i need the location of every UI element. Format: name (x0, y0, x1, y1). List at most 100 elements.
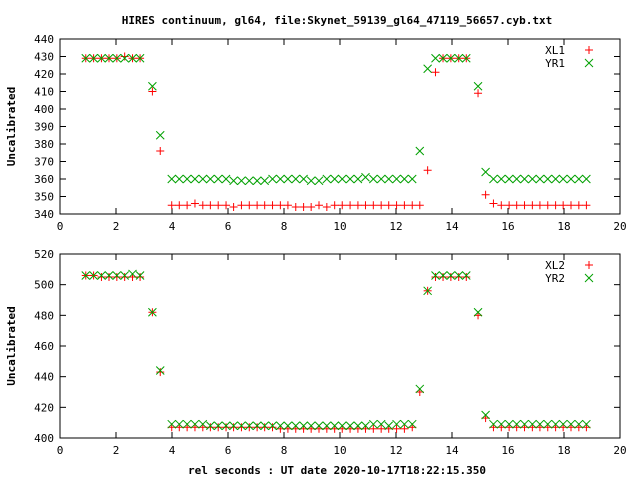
panel-1-yr2-point (400, 419, 409, 429)
panel-1-yr2-point-d2 (392, 419, 401, 429)
panel-0-yr1-point-d2 (155, 130, 165, 140)
panel-0-yr1-point (97, 53, 106, 63)
panel-1-yr2-point (104, 271, 114, 280)
panel-1-xl2-point (439, 273, 448, 281)
panel-0-xl1-point (338, 201, 347, 210)
panel-1-yr2-point-d2 (276, 421, 285, 431)
panel-0-yr1-point-d2 (423, 64, 432, 74)
panel-0-yr1-point-d2 (322, 174, 332, 184)
panel-1-xl2-point (400, 424, 409, 433)
panel-0-ytick-label: 440 (34, 33, 54, 46)
panel-1-yr2-point-d2 (446, 271, 456, 280)
panel-1-yr2-point (89, 271, 98, 280)
panel-1-yr2-point (276, 421, 285, 431)
panel-1-yr2-point-d2 (167, 419, 177, 429)
panel-1-yr2-point-d2 (361, 421, 370, 431)
panel-1-yr2-point-d2 (473, 307, 483, 317)
panel-1-yr2-point-d2 (268, 421, 277, 431)
panel-0-xtick-label: 10 (333, 220, 346, 233)
panel-0-yr1-point-d2 (190, 174, 200, 184)
panel-1-yr2-point (376, 419, 386, 429)
panel-0-xl1-point (505, 201, 514, 210)
panel-0-xl1-point (307, 203, 316, 211)
panel-1-yr2-point (368, 419, 378, 429)
panel-0-xl1-point (346, 201, 355, 210)
panel-1-yr2-point-d2 (543, 419, 553, 429)
panel-0-xl1-point (214, 201, 223, 210)
panel-0-yr1-point-d2 (353, 174, 363, 184)
panel-1-legend-marker-yr2 (584, 273, 594, 283)
panel-0-xl1-point (167, 201, 176, 210)
panel-1-series-yr2 (81, 269, 591, 431)
panel-0-series-xl1 (81, 52, 591, 211)
panel-1-yr2-point-d2 (384, 421, 394, 431)
panel-0-yr1-point (558, 174, 568, 184)
panel-0-yr1-point (174, 174, 184, 184)
panel-1-yr2-point-d2 (291, 421, 301, 431)
panel-0-yr1-point-d2 (361, 172, 370, 182)
panel-0-yr1-point-d2 (283, 174, 293, 184)
panel-0-yr1-point (423, 64, 432, 74)
panel-0-yr1-point (551, 174, 560, 184)
panel-0-yr1-point (504, 174, 514, 184)
panel-1-yr2-point-d2 (423, 286, 432, 296)
panel-0-yr1-point-d2 (558, 174, 568, 184)
panel-0-ytick-label: 400 (34, 103, 54, 116)
panel-1-xl2-point (237, 423, 246, 432)
panel-0-xl1-point (253, 201, 262, 210)
panel-0-xl1-point (423, 166, 432, 175)
panel-0-xl1-point (543, 201, 552, 210)
panel-1-xl2-point (369, 424, 378, 433)
panel-0-xl1-point (384, 201, 393, 210)
panel-0-yr1-point-d2 (368, 174, 378, 184)
panel-0-yr1-point-d2 (566, 174, 576, 184)
panel-0-xtick-label: 16 (501, 220, 514, 233)
panel-0-yr1-point-d2 (198, 174, 208, 184)
panel-0-yr1-point (299, 174, 308, 184)
panel-0-yr1-point (330, 174, 340, 184)
panel-0-xl1-point (190, 199, 199, 208)
panel-0-xl1-point (574, 201, 583, 210)
panel-1-yr2-point (489, 419, 498, 429)
panel-1-yr2-point-d2 (461, 271, 471, 280)
panel-1-yr2-point-d2 (489, 419, 498, 429)
panel-0-xl1-point (183, 201, 192, 210)
panel-0-yr1-point-d2 (237, 176, 246, 186)
panel-1-yr2-point (407, 419, 417, 429)
panel-0-yr1-point (337, 174, 347, 184)
panel-1-yr2-point-d2 (558, 419, 568, 429)
panel-0-xl1-point (551, 201, 560, 210)
panel-1-yr2-point (512, 419, 522, 429)
panel-0-ytick-label: 410 (34, 86, 54, 99)
panel-1-yr2-point-d2 (206, 421, 215, 431)
panel-1-yr2-point-d2 (512, 419, 522, 429)
panel-1-yr2-point (174, 419, 184, 429)
panel-1-yr2-point (504, 419, 514, 429)
panel-1-xl2-point (222, 423, 231, 432)
panel-0-yr1-point (322, 174, 332, 184)
panel-1-legend-label-yr2: YR2 (545, 272, 565, 285)
panel-0-yr1-point (283, 174, 293, 184)
panel-1-yr2-point-d2 (345, 421, 355, 431)
panel-0-yr1-point (392, 174, 401, 184)
panel-1-legend-marker-xl2 (585, 261, 593, 269)
panel-1-legend-marker-yr2-d2 (584, 273, 594, 283)
panel-1-yr2-point (322, 421, 332, 431)
panel-0-yr1-point (415, 146, 425, 156)
panel-1-yr2-point-d2 (353, 421, 363, 431)
panel-0-xl1-point (268, 201, 277, 210)
panel-1-yr2-point-d2 (299, 421, 308, 431)
panel-1-xl2-point (105, 273, 113, 281)
panel-0-yr1-point (582, 174, 591, 184)
panel-1-yr2-point-d2 (582, 419, 591, 429)
panel-1-yr2-point-d2 (496, 419, 506, 429)
panel-1-yr2-point-d2 (112, 271, 122, 280)
panel-1-yr2-point-d2 (481, 410, 490, 420)
panel-1-yr2-point (574, 419, 584, 429)
panel-0-yr1-point (198, 174, 208, 184)
panel-1-yr2-point-d2 (535, 419, 545, 429)
panel-1-xtick-label: 10 (333, 444, 346, 457)
panel-1-yr2-point (431, 271, 440, 280)
panel-0-xl1-point (520, 201, 529, 210)
